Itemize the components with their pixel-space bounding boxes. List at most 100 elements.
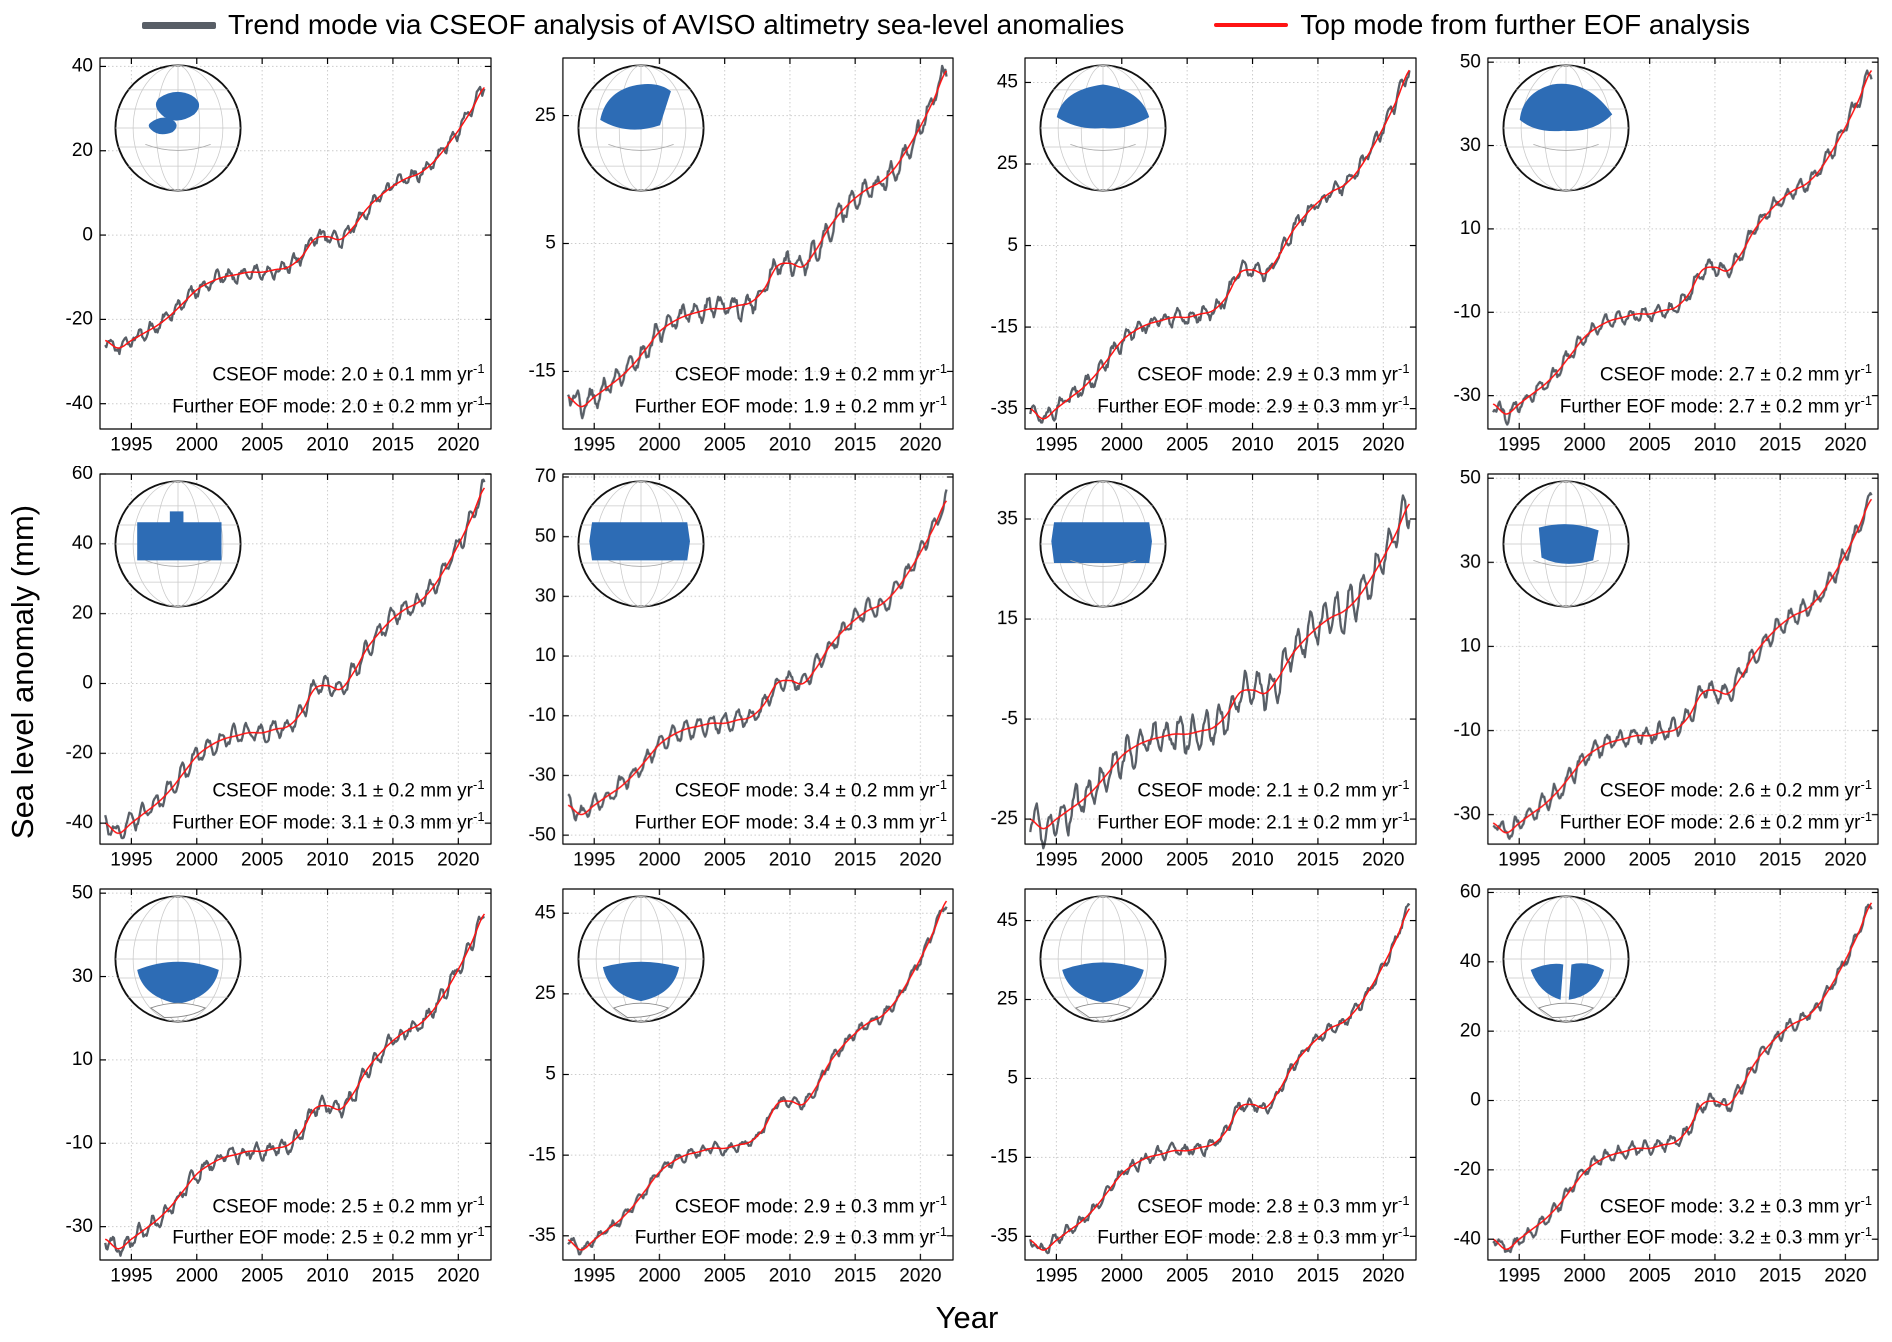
legend-item-eof: Top mode from further EOF analysis (1214, 9, 1750, 41)
rate-unit: mm yr (1345, 396, 1399, 418)
eof-rate-value: 1.9 ± 0.2 (803, 396, 878, 418)
trend-annotations: CSEOF mode: 2.5 ± 0.2 mm yr-1 Further EO… (172, 1191, 484, 1254)
sla-panel-tropical-atlantic: CSEOF mode: 2.6 ± 0.2 mm yr-1 Further EO… (1433, 465, 1888, 879)
rate-unit: mm yr (1345, 364, 1399, 386)
cseof-rate-value: 2.9 ± 0.3 (803, 1195, 878, 1217)
eof-rate-line: Further EOF mode: 2.9 ± 0.3 mm yr-1 (635, 1222, 947, 1254)
south-atlantic-globe-icon (1501, 895, 1630, 1023)
northwest-pacific-globe-icon (576, 64, 705, 192)
rate-unit: mm yr (1807, 1227, 1861, 1249)
eof-rate-value: 2.8 ± 0.3 (1266, 1227, 1340, 1249)
trend-annotations: CSEOF mode: 3.1 ± 0.2 mm yr-1 Further EO… (172, 775, 484, 838)
trend-annotations: CSEOF mode: 3.2 ± 0.3 mm yr-1 Further EO… (1560, 1191, 1872, 1254)
rate-unit-exponent: -1 (1860, 808, 1872, 824)
rate-unit-exponent: -1 (935, 392, 947, 408)
eof-legend-label: Top mode from further EOF analysis (1300, 9, 1751, 40)
cseof-rate-label: CSEOF mode: (674, 780, 799, 802)
eof-rate-line: Further EOF mode: 2.0 ± 0.2 mm yr-1 (172, 391, 484, 423)
eof-rate-value: 2.9 ± 0.3 (1266, 396, 1340, 418)
eof-rate-line: Further EOF mode: 2.6 ± 0.2 mm yr-1 (1560, 807, 1872, 839)
sla-panel-southeast-pacific: CSEOF mode: 2.8 ± 0.3 mm yr-1 Further EO… (971, 881, 1426, 1294)
legend-item-cseof: Trend mode via CSEOF analysis of AVISO a… (141, 9, 1125, 41)
eof-rate-label: Further EOF mode: (1559, 811, 1724, 833)
rate-unit-exponent: -1 (473, 1192, 485, 1208)
trend-annotations: CSEOF mode: 3.4 ± 0.2 mm yr-1 Further EO… (635, 775, 947, 838)
rate-unit-exponent: -1 (1860, 392, 1872, 408)
eof-rate-line: Further EOF mode: 1.9 ± 0.2 mm yr-1 (635, 391, 947, 423)
cseof-rate-line: CSEOF mode: 1.9 ± 0.2 mm yr-1 (635, 359, 947, 391)
cseof-rate-value: 3.4 ± 0.2 (803, 780, 878, 802)
rate-unit: mm yr (882, 396, 936, 418)
eof-rate-value: 3.2 ± 0.3 (1728, 1227, 1803, 1249)
rate-unit-exponent: -1 (1398, 1224, 1410, 1240)
cseof-rate-line: CSEOF mode: 3.4 ± 0.2 mm yr-1 (635, 775, 947, 807)
rate-unit-exponent: -1 (473, 361, 485, 377)
cseof-rate-value: 2.1 ± 0.2 (1266, 780, 1340, 802)
cseof-rate-label: CSEOF mode: (212, 780, 336, 802)
eof-rate-line: Further EOF mode: 2.9 ± 0.3 mm yr-1 (1097, 391, 1409, 423)
sla-panel-tropical-west-pacific: CSEOF mode: 3.4 ± 0.2 mm yr-1 Further EO… (508, 465, 963, 879)
eof-rate-label: Further EOF mode: (1097, 1227, 1261, 1249)
cseof-rate-line: CSEOF mode: 2.5 ± 0.2 mm yr-1 (172, 1191, 484, 1223)
cseof-rate-label: CSEOF mode: (674, 1195, 799, 1217)
rate-unit: mm yr (1807, 1195, 1861, 1217)
rate-unit-exponent: -1 (1398, 1192, 1410, 1208)
cseof-rate-value: 2.6 ± 0.2 (1728, 780, 1803, 802)
y-axis-label-area: Sea level anomaly (mm) (0, 50, 46, 1294)
cseof-line-swatch (141, 21, 216, 29)
y-axis-label: Sea level anomaly (mm) (5, 504, 40, 840)
rate-unit-exponent: -1 (935, 361, 947, 377)
eof-rate-value: 3.4 ± 0.3 (803, 811, 878, 833)
eof-rate-label: Further EOF mode: (1097, 811, 1261, 833)
rate-unit: mm yr (1345, 780, 1399, 802)
cseof-rate-line: CSEOF mode: 2.0 ± 0.1 mm yr-1 (172, 359, 484, 391)
sla-panel-south-indian-ocean: CSEOF mode: 2.9 ± 0.3 mm yr-1 Further EO… (508, 881, 963, 1294)
rate-unit: mm yr (1807, 364, 1861, 386)
panel-grid: CSEOF mode: 2.0 ± 0.1 mm yr-1 Further EO… (46, 50, 1888, 1294)
trend-annotations: CSEOF mode: 2.8 ± 0.3 mm yr-1 Further EO… (1097, 1191, 1409, 1254)
cseof-rate-label: CSEOF mode: (1599, 1195, 1724, 1217)
cseof-rate-label: CSEOF mode: (212, 364, 336, 386)
sla-panel-tropical-east-pacific: CSEOF mode: 2.1 ± 0.2 mm yr-1 Further EO… (971, 465, 1426, 879)
eof-rate-value: 2.5 ± 0.2 (341, 1227, 415, 1249)
trend-annotations: CSEOF mode: 2.6 ± 0.2 mm yr-1 Further EO… (1560, 775, 1872, 838)
eof-rate-line: Further EOF mode: 2.7 ± 0.2 mm yr-1 (1560, 391, 1872, 423)
tropical-west-pacific-globe-icon (576, 480, 705, 608)
cseof-rate-label: CSEOF mode: (1137, 780, 1261, 802)
rate-unit: mm yr (420, 811, 474, 833)
rate-unit-exponent: -1 (473, 392, 485, 408)
eof-rate-line: Further EOF mode: 3.1 ± 0.3 mm yr-1 (172, 807, 484, 839)
eof-rate-value: 2.0 ± 0.2 (341, 396, 415, 418)
rate-unit: mm yr (420, 1227, 474, 1249)
x-axis-label: Year (935, 1300, 999, 1335)
figure-legend: Trend mode via CSEOF analysis of AVISO a… (0, 0, 1892, 50)
trend-annotations: CSEOF mode: 1.9 ± 0.2 mm yr-1 Further EO… (635, 359, 947, 422)
rate-unit: mm yr (420, 1195, 474, 1217)
sla-panel-south-pacific: CSEOF mode: 2.5 ± 0.2 mm yr-1 Further EO… (46, 881, 501, 1294)
rate-unit: mm yr (420, 364, 474, 386)
rate-unit-exponent: -1 (1860, 1224, 1872, 1240)
cseof-rate-line: CSEOF mode: 2.9 ± 0.3 mm yr-1 (1097, 359, 1409, 391)
rate-unit-exponent: -1 (1398, 392, 1410, 408)
rate-unit-exponent: -1 (935, 808, 947, 824)
south-pacific-globe-icon (114, 895, 242, 1023)
rate-unit-exponent: -1 (935, 1192, 947, 1208)
cseof-rate-value: 2.5 ± 0.2 (341, 1195, 415, 1217)
eof-rate-value: 2.1 ± 0.2 (1266, 811, 1340, 833)
cseof-legend-label: Trend mode via CSEOF analysis of AVISO a… (227, 9, 1125, 40)
eof-rate-label: Further EOF mode: (1097, 396, 1261, 418)
rate-unit: mm yr (882, 1195, 936, 1217)
tropical-atlantic-globe-icon (1501, 480, 1630, 608)
eof-rate-label: Further EOF mode: (172, 811, 336, 833)
rate-unit-exponent: -1 (473, 808, 485, 824)
sla-panel-north-atlantic: CSEOF mode: 2.7 ± 0.2 mm yr-1 Further EO… (1433, 50, 1888, 463)
rate-unit-exponent: -1 (1398, 361, 1410, 377)
eof-rate-value: 2.6 ± 0.2 (1728, 811, 1803, 833)
southeast-pacific-globe-icon (1039, 895, 1167, 1023)
cseof-rate-line: CSEOF mode: 2.8 ± 0.3 mm yr-1 (1097, 1191, 1409, 1223)
rate-unit: mm yr (420, 780, 474, 802)
cseof-rate-label: CSEOF mode: (1599, 780, 1724, 802)
cseof-rate-value: 2.9 ± 0.3 (1266, 364, 1340, 386)
mediterranean-nordic-seas-globe-icon (114, 64, 242, 192)
south-indian-ocean-globe-icon (576, 895, 705, 1023)
